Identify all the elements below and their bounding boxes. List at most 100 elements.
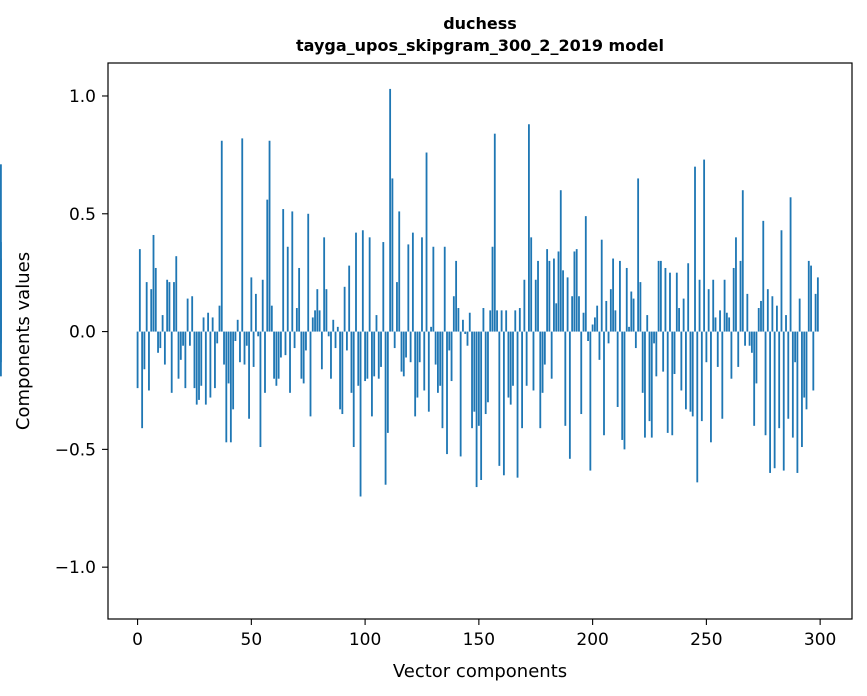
bar-288 — [791, 331, 794, 438]
bar-81 — [320, 331, 323, 370]
bar-216 — [628, 326, 630, 332]
bar-147 — [471, 331, 473, 429]
bar-126 — [423, 331, 426, 391]
bar-223 — [644, 331, 646, 438]
bar-207 — [607, 331, 610, 344]
bar-275 — [762, 220, 765, 332]
bar-153 — [484, 331, 487, 415]
bar-273 — [757, 308, 760, 332]
bar-194 — [578, 296, 580, 332]
bar-90 — [341, 331, 344, 415]
bar-172 — [528, 124, 530, 332]
bar-65 — [284, 331, 287, 356]
y-axis-ticks: −1.0 −0.5 0.0 0.5 1.0 — [55, 87, 108, 578]
bar-193 — [575, 249, 578, 332]
bar-227 — [653, 331, 655, 344]
bar-107 — [380, 331, 382, 367]
bar-169 — [521, 331, 523, 429]
bar-0 — [136, 331, 139, 389]
bar-74 — [305, 331, 307, 351]
bar-261 — [730, 331, 733, 379]
bar-37 — [220, 140, 223, 332]
bar-112 — [391, 178, 394, 332]
bar-137 — [448, 331, 451, 351]
bar-92 — [345, 331, 348, 351]
x-tick-label: 50 — [241, 630, 263, 650]
bar-101 — [366, 331, 369, 379]
bar-93 — [348, 265, 351, 332]
bar-173 — [530, 237, 533, 332]
bar-55 — [261, 279, 264, 332]
bar-162 — [505, 310, 508, 332]
bar-266 — [741, 190, 744, 332]
bar-136 — [446, 331, 448, 455]
bar-43 — [234, 331, 237, 341]
bar-82 — [323, 237, 326, 332]
bar-142 — [459, 331, 462, 457]
bar-287 — [789, 197, 792, 332]
bar-130 — [432, 246, 435, 332]
bar-286 — [787, 331, 790, 419]
bar-267 — [744, 331, 746, 346]
bar-54 — [259, 331, 262, 448]
x-tick-label: 200 — [576, 630, 608, 650]
bar-200 — [591, 324, 594, 332]
bar-161 — [502, 331, 505, 476]
bar-149 — [475, 331, 478, 488]
bar-174 — [532, 331, 535, 391]
bar-28 — [200, 331, 203, 386]
bar-125 — [421, 237, 423, 332]
bar-259 — [725, 312, 728, 332]
bar-222 — [641, 331, 644, 393]
bar-166 — [514, 310, 517, 332]
bar-124 — [418, 331, 421, 363]
bar-91 — [343, 286, 346, 332]
bar-212 — [619, 260, 621, 332]
bar-50 — [250, 277, 253, 332]
bar-154 — [487, 331, 489, 403]
bar-80 — [318, 310, 321, 332]
bar-270 — [750, 331, 753, 353]
bar-264 — [737, 331, 740, 367]
bar-61 — [275, 331, 278, 386]
bar-150 — [477, 331, 480, 426]
x-tick-label: 300 — [804, 630, 836, 650]
bar-196 — [582, 312, 585, 332]
bar-8 — [154, 267, 157, 332]
bar-242 — [687, 263, 690, 332]
bar-190 — [568, 331, 571, 459]
bar-33 — [211, 317, 214, 332]
bar-83 — [325, 289, 328, 332]
bar-139 — [452, 296, 455, 332]
chart-subtitle: tayga_upos_skipgram_300_2_2019 model — [296, 36, 664, 55]
bar-78 — [314, 310, 316, 332]
bar-182 — [550, 331, 553, 379]
bar-123 — [416, 331, 419, 398]
bar-148 — [473, 331, 476, 412]
bar-109 — [384, 331, 387, 485]
bar-131 — [434, 331, 437, 365]
bar-165 — [512, 331, 514, 386]
bar-215 — [625, 267, 628, 332]
y-axis-label: Components values — [13, 252, 34, 430]
bar-243 — [689, 331, 692, 412]
y-tick-label: 0.0 — [69, 323, 96, 343]
bar-180 — [546, 249, 549, 332]
bar-14 — [168, 282, 171, 332]
bar-167 — [516, 331, 519, 478]
bar-187 — [562, 270, 564, 332]
bar-298 — [814, 293, 817, 332]
bar-105 — [375, 315, 378, 332]
bar-255 — [716, 331, 719, 367]
bar-106 — [377, 331, 380, 379]
plot-frame — [107, 62, 853, 620]
bar-51 — [252, 331, 255, 367]
bar-138 — [450, 331, 453, 382]
bar-195 — [580, 331, 583, 415]
bar-144 — [464, 331, 467, 334]
bar-122 — [414, 331, 417, 417]
bar-79 — [316, 289, 319, 332]
bar-283 — [780, 230, 783, 332]
bar-232 — [664, 267, 667, 332]
bar-143 — [462, 319, 464, 332]
